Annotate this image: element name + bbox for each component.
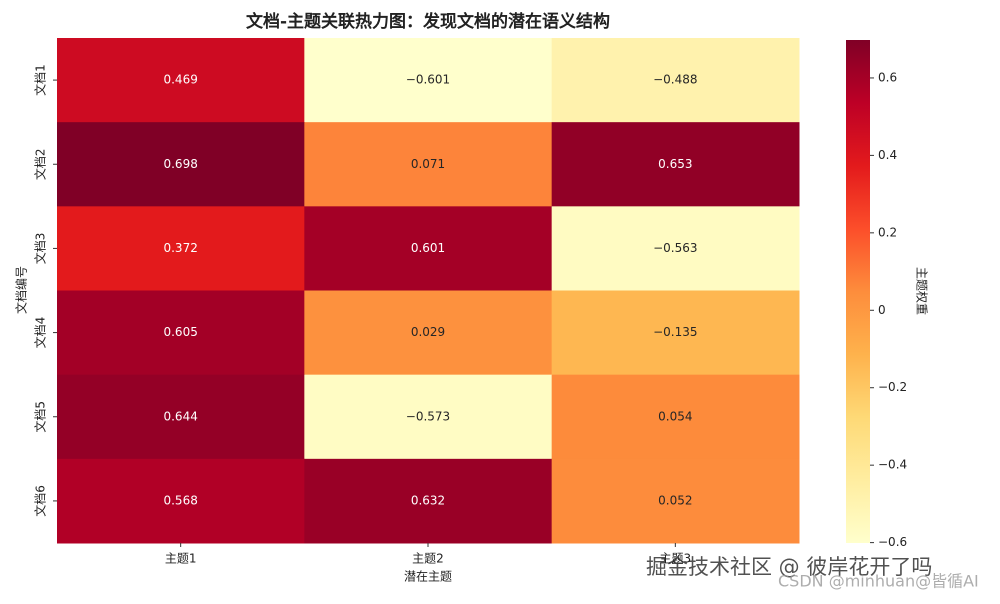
colorbar-tick-label: 0.2 <box>878 225 897 239</box>
heatmap-cell <box>57 458 305 544</box>
heatmap-cell <box>551 38 800 123</box>
cell-label: 0.029 <box>411 325 445 339</box>
cell-label: −0.135 <box>653 325 697 339</box>
heatmap-cell <box>304 290 553 376</box>
heatmap-cell <box>551 458 800 544</box>
cell-label: 0.605 <box>163 325 197 339</box>
chart-title: 文档-主题关联热力图：发现文档的潜在语义结构 <box>246 11 610 32</box>
cell-label: 0.653 <box>658 157 692 171</box>
watermark: 掘金技术社区 @ 彼岸花开了吗 <box>646 555 932 579</box>
x-axis-label: 潜在主题 <box>404 570 452 584</box>
heatmap-cell <box>551 122 800 207</box>
x-tick-label: 主题3 <box>660 552 692 566</box>
colorbar-tick-label: 0.4 <box>878 148 897 162</box>
y-axis-label: 文档编号 <box>14 266 29 314</box>
cell-label: 0.469 <box>163 73 197 87</box>
y-tick-label: 文档6 <box>33 485 48 517</box>
cell-label: 0.568 <box>163 493 197 507</box>
colorbar-tick-label: −0.6 <box>878 535 907 549</box>
heatmap-cell <box>57 206 305 291</box>
colorbar-tick-label: −0.4 <box>878 458 907 472</box>
cell-label: 0.632 <box>411 493 445 507</box>
heatmap-cell <box>304 122 553 207</box>
colorbar-tick-label: 0.6 <box>878 70 897 84</box>
heatmap-cell <box>551 206 800 291</box>
cell-label: 0.054 <box>658 409 692 423</box>
heatmap-cell <box>304 458 553 544</box>
heatmap-cell <box>57 122 305 207</box>
y-tick-label: 文档1 <box>33 64 48 96</box>
x-tick-label: 主题2 <box>412 552 444 566</box>
cell-label: 0.052 <box>658 493 692 507</box>
cell-label: −0.563 <box>653 241 697 255</box>
heatmap-cell <box>57 38 305 123</box>
cell-label: −0.601 <box>406 73 450 87</box>
heatmap-cell <box>57 374 305 460</box>
heatmap-cell <box>304 206 553 291</box>
heatmap-cell <box>551 290 800 376</box>
colorbar-tick-label: 0 <box>878 303 886 317</box>
y-tick-label: 文档3 <box>33 233 48 265</box>
watermark: CSDN @minhuan@皆循AI <box>778 572 979 591</box>
heatmap <box>57 38 800 544</box>
colorbar-label: 主题权重 <box>915 267 929 315</box>
cell-label: 0.644 <box>163 409 197 423</box>
heatmap-cell <box>304 374 553 460</box>
heatmap-cell <box>57 290 305 376</box>
cell-label: −0.488 <box>653 73 697 87</box>
cell-label: −0.573 <box>406 409 450 423</box>
heatmap-cell <box>304 38 553 123</box>
cell-label: 0.601 <box>411 241 445 255</box>
colorbar <box>846 40 870 543</box>
y-tick-label: 文档4 <box>33 317 48 349</box>
cell-label: 0.372 <box>163 241 197 255</box>
x-tick-label: 主题1 <box>165 552 197 566</box>
cell-label: 0.698 <box>163 157 197 171</box>
cell-label: 0.071 <box>411 157 445 171</box>
colorbar-tick-label: −0.2 <box>878 380 907 394</box>
y-tick-label: 文档5 <box>33 401 48 433</box>
y-tick-label: 文档2 <box>33 148 48 180</box>
heatmap-cell <box>551 374 800 460</box>
